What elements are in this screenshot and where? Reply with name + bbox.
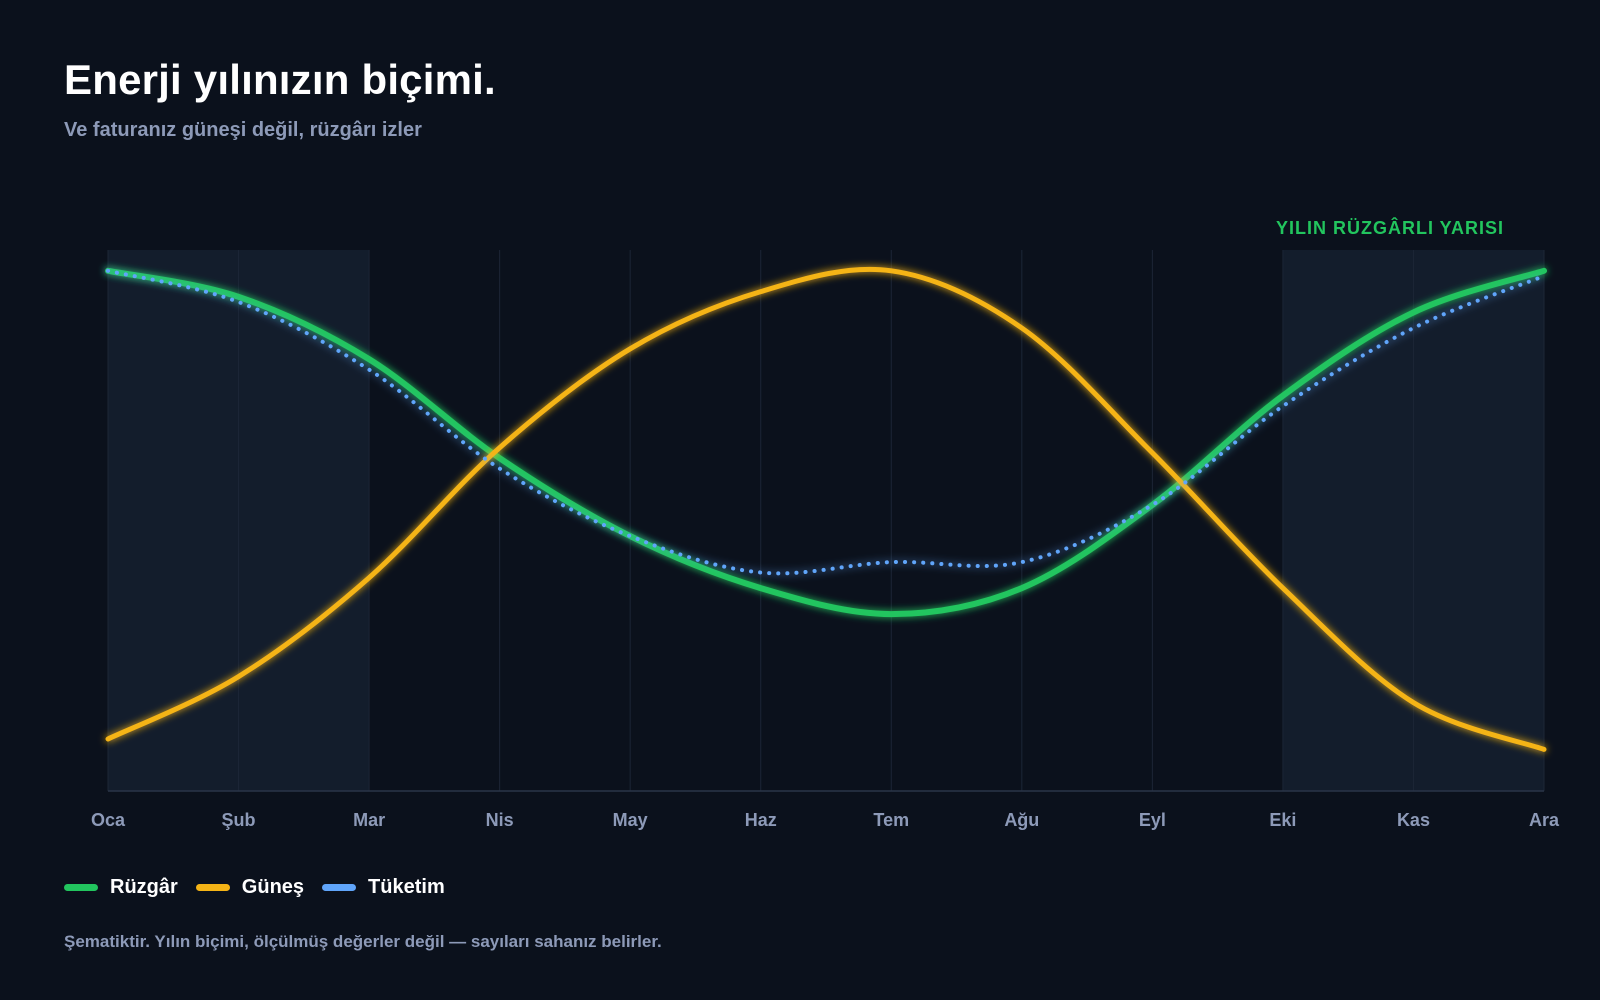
footnote: Şematiktir. Yılın biçimi, ölçülmüş değer… (64, 932, 662, 951)
legend-label-solar: Güneş (241, 876, 305, 898)
x-tick-label: Oca (91, 810, 126, 830)
legend-label-wind: Rüzgâr (110, 876, 178, 898)
x-tick-label: Mar (353, 810, 385, 830)
page-subtitle: Ve faturanız güneşi değil, rüzgârı izler (64, 119, 422, 141)
x-tick-label: Eki (1269, 810, 1296, 830)
x-tick-label: Tem (873, 810, 909, 830)
page-title: Enerji yılınızın biçimi. (64, 56, 496, 103)
gridlines (107, 250, 1545, 791)
legend-swatch-wind (64, 884, 98, 891)
x-tick-label: Nis (486, 810, 514, 830)
x-tick-label: Ara (1529, 810, 1560, 830)
x-tick-label: Eyl (1139, 810, 1166, 830)
x-tick-label: Haz (745, 810, 777, 830)
legend-label-consumption: Tüketim (368, 876, 445, 898)
x-axis-tick-labels: Oca Şub Mar Nis May Haz Tem Ağu Eyl Eki Kas Ara (91, 810, 1560, 830)
x-tick-label: May (613, 810, 648, 830)
legend-swatch-solar (195, 884, 230, 891)
legend-item-wind: Rüzgâr (64, 876, 178, 899)
series-line-consumption (106, 268, 1546, 576)
legend: Rüzgâr Güneş Tüketim (64, 876, 445, 899)
series-line-wind (105, 267, 1547, 618)
series-line-solar (105, 266, 1547, 752)
x-tick-label: Kas (1397, 810, 1430, 830)
legend-item-consumption: Tüketim (322, 876, 445, 899)
windy-half-annotation: YILIN RÜZGÂRLI YARISI (1276, 217, 1504, 238)
x-tick-label: Şub (222, 810, 256, 830)
series-lines (105, 266, 1547, 752)
legend-swatch-consumption (322, 884, 357, 891)
legend-item-solar: Güneş (195, 876, 305, 899)
x-tick-label: Ağu (1004, 810, 1039, 830)
